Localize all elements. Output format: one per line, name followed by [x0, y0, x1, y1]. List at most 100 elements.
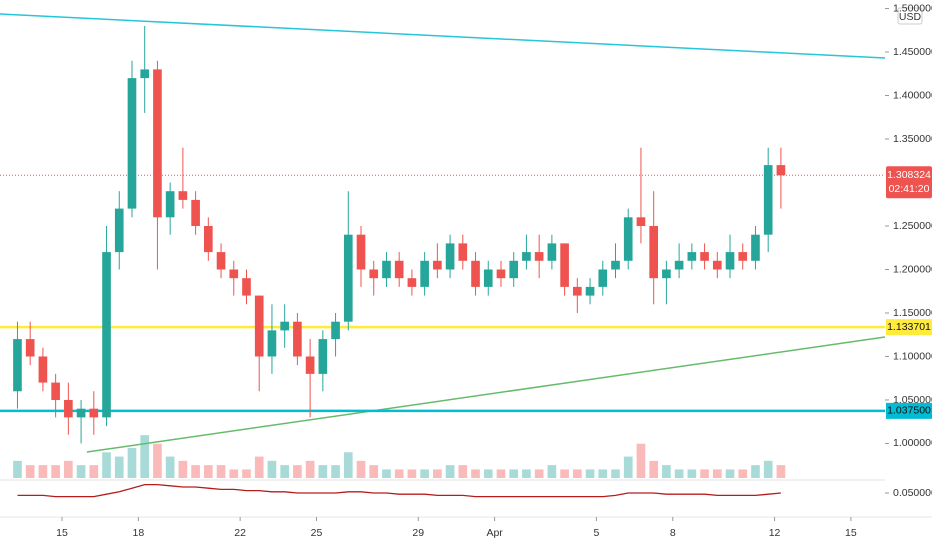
candle-body: [216, 252, 226, 270]
volume-bar: [560, 469, 569, 478]
volume-bar: [102, 452, 111, 478]
volume-bar: [280, 465, 289, 478]
candle-body: [687, 252, 697, 261]
candle-body: [598, 269, 608, 287]
volume-bar: [38, 465, 48, 478]
candle-body: [102, 252, 111, 418]
volume-bar: [483, 469, 493, 478]
volume-bar: [496, 469, 506, 478]
volume-bar: [76, 465, 86, 478]
candle-body: [636, 217, 646, 226]
volume-bar: [547, 465, 557, 478]
volume-bar: [178, 460, 188, 478]
trendline: [86, 336, 886, 453]
volume-bar: [649, 460, 658, 478]
volume-bar: [51, 465, 60, 478]
level-label: 1.037500: [887, 405, 931, 417]
candle-body: [369, 269, 379, 279]
candle-body: [140, 69, 150, 79]
volume-bar: [763, 460, 773, 478]
volume-bar: [331, 465, 340, 478]
candle-body: [712, 260, 722, 270]
candle-body: [343, 234, 353, 322]
candle-body: [229, 269, 239, 279]
candle-body: [674, 260, 684, 270]
volume-bar: [203, 465, 213, 478]
volume-bar: [242, 469, 251, 478]
candle-body: [242, 278, 251, 296]
candle-body: [382, 260, 391, 279]
candle-body: [64, 399, 73, 418]
currency-label: USD: [899, 11, 922, 23]
volume-bar: [13, 460, 22, 478]
volume-bar: [433, 469, 442, 478]
candle-body: [738, 252, 748, 261]
trendline: [0, 13, 886, 59]
y-tick-label: 1.000000: [893, 437, 932, 449]
volume-bar: [394, 469, 404, 478]
volume-bar: [140, 435, 150, 478]
volume-bar: [420, 469, 429, 478]
volume-bar: [471, 469, 480, 478]
currency-badge[interactable]: [897, 7, 923, 25]
y-tick-label: 1.200000: [893, 263, 932, 275]
candle-body: [293, 321, 302, 357]
volume-bar: [598, 469, 608, 478]
x-tick-label: 8: [670, 527, 676, 539]
x-tick-label: 5: [593, 527, 599, 539]
candle-body: [560, 243, 569, 287]
candle-body: [203, 225, 213, 253]
volume-bar: [343, 452, 353, 478]
volume-bar: [738, 469, 748, 478]
x-tick-label: 25: [311, 527, 323, 539]
candle-body: [585, 286, 595, 296]
volume-bar: [25, 465, 35, 478]
candle-body: [127, 78, 137, 209]
volume-bar: [674, 469, 684, 478]
countdown-label: 02:41:20: [889, 183, 930, 195]
candle-body: [751, 234, 760, 261]
y-tick-label: 1.400000: [893, 89, 932, 101]
volume-bar: [305, 460, 315, 478]
x-tick-label: 15: [56, 527, 68, 539]
candle-body: [420, 260, 429, 287]
volume-bar: [127, 448, 137, 478]
y-tick-label: 1.150000: [893, 307, 932, 319]
candle-body: [522, 252, 531, 261]
candle-body: [458, 243, 468, 261]
volume-bar: [585, 469, 595, 478]
candle-body: [165, 191, 175, 218]
volume-bar: [191, 465, 200, 478]
candle-body: [433, 260, 442, 270]
volume-bar: [776, 465, 786, 478]
x-tick-label: 18: [132, 527, 144, 539]
y-tick-label: 1.500000: [893, 2, 932, 14]
candle-body: [267, 330, 277, 357]
candle-body: [89, 408, 99, 418]
volume-bar: [89, 465, 99, 478]
volume-bar: [534, 469, 544, 478]
candle-body: [611, 260, 620, 270]
candle-body: [254, 295, 264, 357]
volume-bar: [712, 469, 722, 478]
y-tick-label: 1.250000: [893, 220, 932, 232]
volume-bar: [229, 469, 239, 478]
candle-body: [13, 339, 22, 392]
candle-body: [496, 269, 506, 279]
candle-body: [534, 252, 544, 261]
candle-body: [776, 165, 786, 176]
y-tick-label: 1.100000: [893, 350, 932, 362]
volume-bar: [165, 456, 175, 478]
volume-bar: [687, 469, 697, 478]
volume-bar: [407, 469, 417, 478]
volume-bar: [509, 469, 519, 478]
candle-body: [623, 217, 633, 261]
candle-body: [407, 278, 417, 287]
candle-body: [25, 339, 35, 357]
volume-bar: [318, 465, 328, 478]
candle-body: [649, 225, 658, 279]
candle-body: [700, 252, 709, 261]
volume-bar: [369, 465, 379, 478]
candle-body: [305, 356, 315, 374]
last-price-label: 1.308324: [887, 169, 931, 181]
